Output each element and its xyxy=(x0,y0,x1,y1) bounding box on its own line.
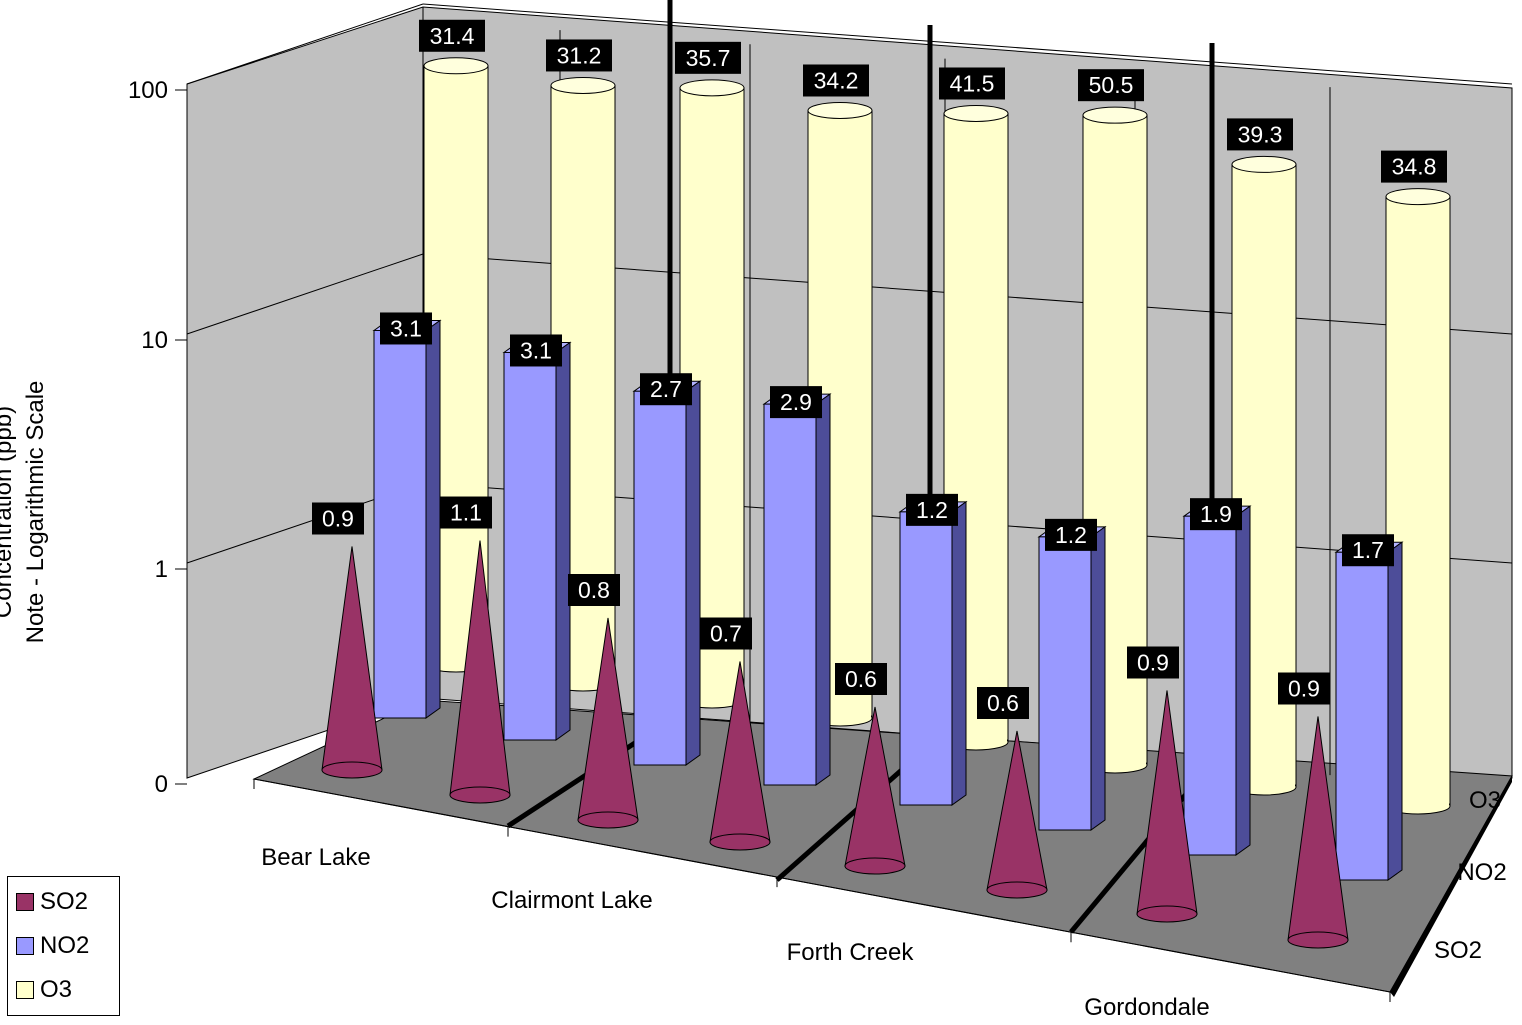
so2-data-label-bg xyxy=(1127,646,1179,679)
x-axis-line xyxy=(253,778,1391,993)
so2-data-label: 0.9 xyxy=(1137,650,1169,676)
no2-data-label-bg xyxy=(640,373,692,406)
so2-data-label: 0.9 xyxy=(1288,676,1320,702)
legend-swatch-so2 xyxy=(16,893,34,911)
legend-label-no2: NO2 xyxy=(40,932,90,959)
o3-data-label: 35.7 xyxy=(686,45,731,71)
so2-data-label-bg xyxy=(568,574,620,606)
so2-data-label: 0.8 xyxy=(578,577,610,603)
so2-cone xyxy=(577,617,639,829)
y-tick-label: 1 xyxy=(155,556,168,583)
no2-data-label: 1.9 xyxy=(1200,501,1232,527)
gridline-side xyxy=(186,253,424,335)
x-tick-label: Gordondale xyxy=(1084,994,1209,1021)
o3-data-label-bg xyxy=(803,64,869,97)
o3-data-label: 50.5 xyxy=(1089,72,1134,98)
so2-cone xyxy=(321,546,383,779)
o3-data-label: 39.3 xyxy=(1238,121,1283,147)
no2-data-label: 2.9 xyxy=(780,389,812,415)
o3-data-label: 31.2 xyxy=(557,42,602,68)
legend-swatch-o3 xyxy=(16,981,34,999)
no2-data-label-bg xyxy=(510,334,562,367)
legend-label-o3: O3 xyxy=(40,976,73,1003)
so2-data-label: 0.9 xyxy=(322,506,354,532)
x-tick-label: Forth Creek xyxy=(787,939,915,966)
o3-data-label-bg xyxy=(675,41,741,74)
no2-data-label-bg xyxy=(1190,498,1242,531)
o3-data-label: 41.5 xyxy=(950,70,995,96)
o3-data-label: 34.2 xyxy=(814,67,859,93)
no2-data-label: 1.7 xyxy=(1352,537,1384,563)
no2-box xyxy=(1334,541,1404,881)
no2-box xyxy=(1037,525,1107,831)
so2-cone xyxy=(709,661,771,851)
o3-data-label-bg xyxy=(419,19,485,52)
so2-data-label: 0.6 xyxy=(987,690,1019,716)
no2-data-label: 3.1 xyxy=(520,337,552,363)
legend-item-o3: O3 xyxy=(16,975,72,1005)
no2-box xyxy=(632,380,702,766)
o3-data-label-bg xyxy=(546,39,612,72)
depth-tick-label: SO2 xyxy=(1434,937,1482,964)
o3-data-label-bg xyxy=(1381,150,1447,183)
no2-data-label: 3.1 xyxy=(390,315,422,341)
y-tick-label: 10 xyxy=(141,327,168,354)
so2-data-label: 0.6 xyxy=(845,666,877,692)
so2-cone xyxy=(844,706,906,875)
no2-data-label-bg xyxy=(1045,518,1097,551)
no2-box xyxy=(1182,505,1252,856)
depth-axis-line xyxy=(1389,775,1513,993)
x-tick-label: Clairmont Lake xyxy=(491,887,652,914)
no2-data-label: 1.2 xyxy=(1055,522,1087,548)
so2-cone xyxy=(1136,690,1198,923)
o3-data-label-bg xyxy=(1227,118,1293,151)
y-axis-title-line1: Concentration (ppb) xyxy=(0,405,17,619)
no2-box xyxy=(762,393,832,786)
no2-data-label-bg xyxy=(1342,534,1394,567)
so2-data-label-bg xyxy=(977,687,1029,719)
so2-data-label: 0.7 xyxy=(710,621,742,647)
o3-data-label-bg xyxy=(1078,69,1144,102)
so2-data-label-bg xyxy=(1278,672,1330,705)
no2-box xyxy=(898,500,968,806)
so2-data-label-bg xyxy=(440,496,492,529)
y-axis-title-line2: Note - Logarithmic Scale xyxy=(22,380,49,644)
o3-data-label: 34.8 xyxy=(1392,154,1437,180)
no2-data-label: 2.7 xyxy=(650,376,682,402)
depth-tick-label: O3 xyxy=(1469,787,1501,814)
legend: SO2 NO2 O3 xyxy=(7,876,120,1016)
o3-data-label-bg xyxy=(939,67,1005,100)
depth-tick-label: NO2 xyxy=(1457,859,1506,886)
no2-box xyxy=(502,341,572,741)
no2-data-label-bg xyxy=(770,386,822,419)
legend-swatch-no2 xyxy=(16,937,34,955)
no2-box xyxy=(372,319,442,719)
y-tick-label: 100 xyxy=(128,77,168,104)
no2-data-label: 1.2 xyxy=(916,497,948,523)
floor-front-edge xyxy=(1390,776,1512,997)
so2-cone xyxy=(449,540,511,804)
no2-data-label-bg xyxy=(380,312,432,345)
so2-cone xyxy=(986,730,1048,899)
x-tick-label: Bear Lake xyxy=(261,844,370,871)
legend-label-so2: SO2 xyxy=(40,888,89,915)
gridline-back xyxy=(422,3,1513,85)
no2-data-label-bg xyxy=(906,493,958,526)
o3-cylinder xyxy=(943,104,1009,751)
axes: 0 1 10 100 Bear Lake Clairmont Lake Forth Cree… xyxy=(128,77,1513,1021)
so2-data-label-bg xyxy=(312,502,364,535)
so2-data-label-bg xyxy=(700,617,752,650)
gridline-side xyxy=(186,3,424,85)
so2-cone xyxy=(1287,716,1349,949)
o3-data-label: 31.4 xyxy=(430,23,475,49)
legend-item-no2: NO2 xyxy=(16,931,89,961)
data-labels: 31.4 31.2 35.7 34.2 41.5 50.5 39.3 34.8 3.1 3.1 2.… xyxy=(312,19,1447,719)
so2-data-label: 1.1 xyxy=(450,500,482,526)
y-tick-label: 0 xyxy=(155,771,168,798)
legend-item-so2: SO2 xyxy=(16,887,88,917)
so2-data-label-bg xyxy=(835,663,887,695)
